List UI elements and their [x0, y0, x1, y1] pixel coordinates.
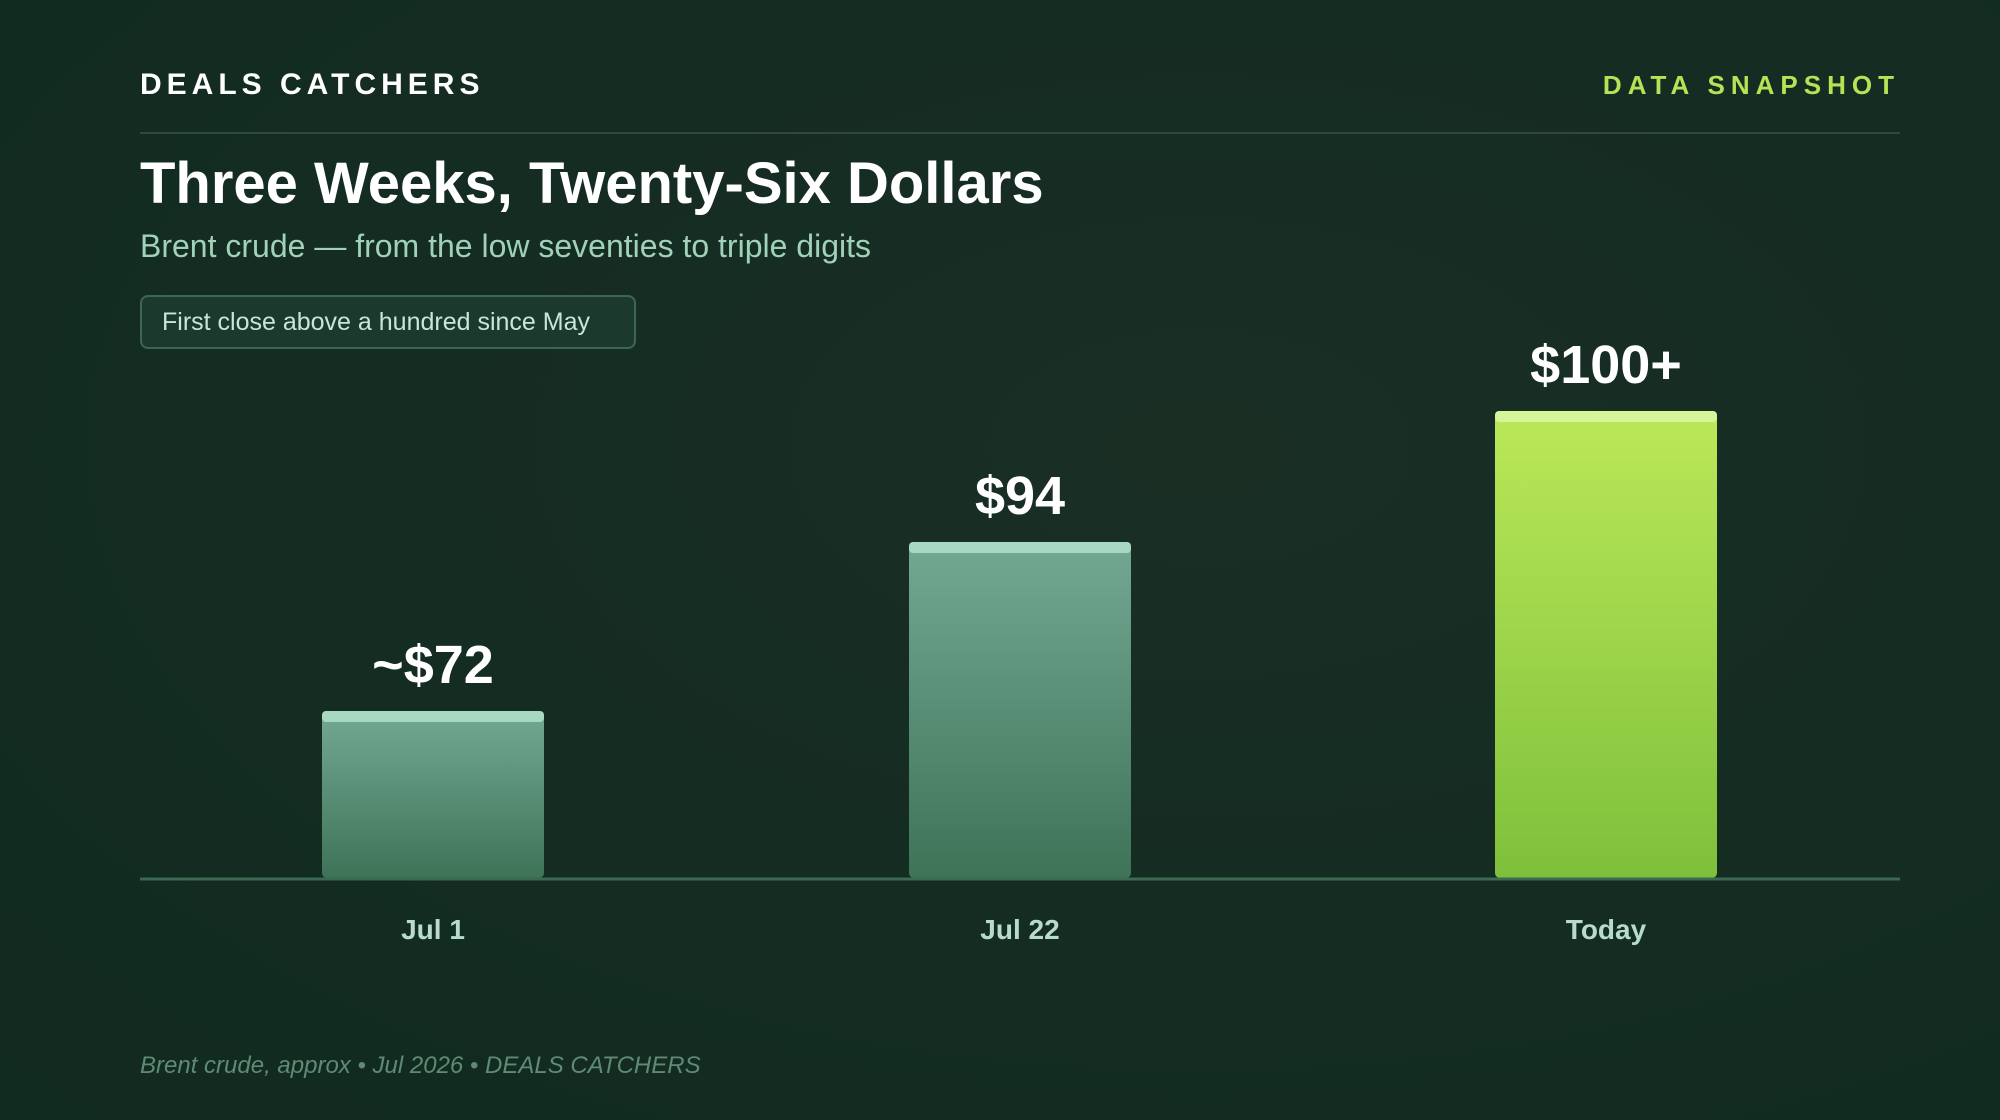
bar-cap-jul-22: [909, 542, 1131, 553]
data-label-jul-1: ~$72: [372, 635, 494, 695]
bar-cap-jul-1: [322, 711, 544, 722]
data-label-today: $100+: [1530, 335, 1682, 395]
bar-jul-22: [909, 542, 1131, 878]
bar-today: [1495, 411, 1717, 878]
section-tag: DATA SNAPSHOT: [1602, 70, 1900, 100]
bar-cap-today: [1495, 411, 1717, 422]
chart-subtitle: Brent crude — from the low seventies to …: [140, 228, 871, 264]
x-tick-label-jul-22: Jul 22: [980, 914, 1059, 945]
brand-name: DEALS CATCHERS: [140, 68, 485, 101]
x-tick-label-jul-1: Jul 1: [401, 914, 465, 945]
data-label-jul-22: $94: [975, 466, 1065, 526]
header: DEALS CATCHERS DATA SNAPSHOT: [140, 68, 1900, 134]
footer-caption: Brent crude, approx • Jul 2026 • DEALS C…: [140, 1052, 701, 1079]
chart-title: Three Weeks, Twenty-Six Dollars: [140, 151, 1044, 216]
bar-jul-1: [322, 711, 544, 878]
x-tick-label-today: Today: [1566, 914, 1647, 945]
callout-badge: First close above a hundred since May: [140, 295, 636, 349]
